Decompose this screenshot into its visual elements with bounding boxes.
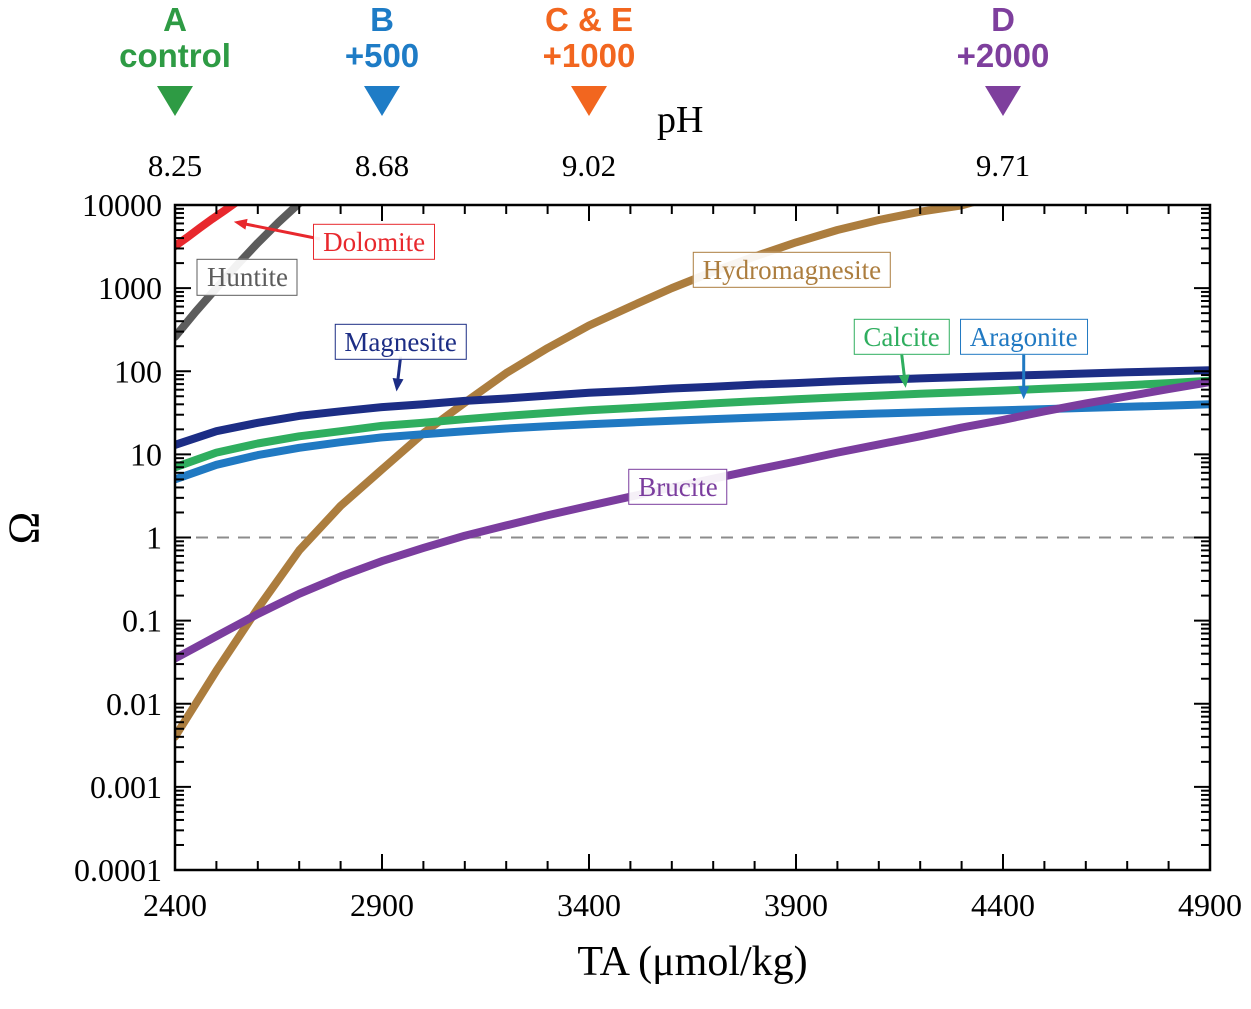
- series-curve-magnesite: [175, 366, 1210, 449]
- series-curve-huntite: [175, 205, 304, 341]
- y-tick-label: 0.1: [122, 603, 162, 639]
- y-tick-label: 0.001: [90, 769, 162, 805]
- annotation-arrowhead-magnesite: [392, 378, 404, 392]
- y-tick-label: 100: [114, 353, 162, 389]
- x-tick-label: 4400: [971, 887, 1035, 923]
- ph-axis-label: pH: [657, 99, 704, 141]
- annotation-arrowhead-dolomite: [233, 218, 248, 230]
- x-axis-title: TA (μmol/kg): [577, 939, 808, 985]
- annotation-arrow-dolomite: [241, 221, 321, 241]
- y-tick-label: 0.01: [106, 686, 162, 722]
- y-tick-label: 0.0001: [74, 852, 162, 888]
- tick-labels: 2400 2900 3400 3900 4400 4900 10000 1000 100 10 1 0…: [74, 187, 1242, 923]
- y-tick-label: 10000: [82, 187, 162, 223]
- axis-ticks: [174, 204, 1211, 871]
- annotation-arrowhead-calcite: [898, 374, 910, 388]
- series-curve-calcite: [175, 376, 1210, 472]
- y-tick-label: 10: [130, 436, 162, 472]
- x-tick-label: 4900: [1178, 887, 1242, 923]
- x-tick-label: 2900: [350, 887, 414, 923]
- y-tick-label: 1000: [98, 270, 162, 306]
- x-tick-label: 2400: [143, 887, 207, 923]
- x-tick-label: 3900: [764, 887, 828, 923]
- annotation-arrowhead-aragonite: [1018, 386, 1030, 400]
- series-curve-dolomite: [175, 205, 240, 251]
- series-curve-hydromagnesite: [175, 205, 978, 741]
- y-axis-title: Ω: [0, 511, 49, 545]
- x-tick-label: 3400: [557, 887, 621, 923]
- y-tick-label: 1: [146, 520, 162, 556]
